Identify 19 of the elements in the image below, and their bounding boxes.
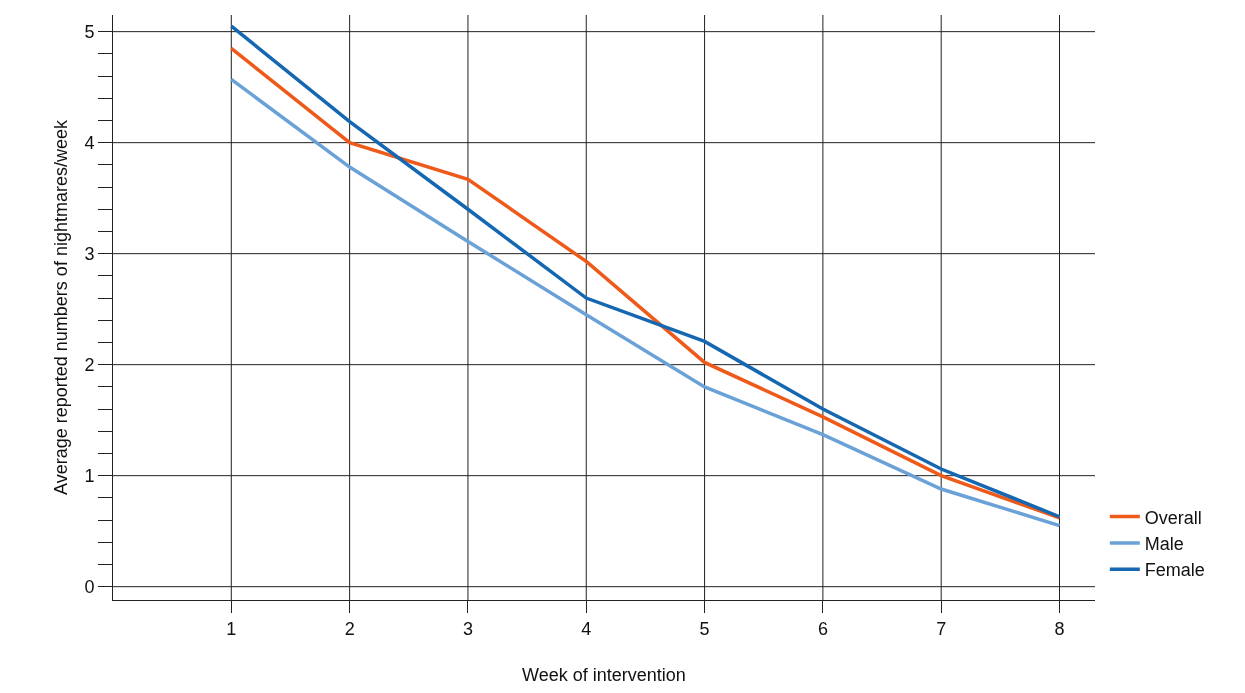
y-tick-label: 1	[84, 465, 95, 486]
y-tick-label: 2	[84, 354, 95, 375]
x-tick-label: 8	[1054, 618, 1065, 639]
x-tick-label: 6	[817, 618, 828, 639]
legend-label: Male	[1144, 533, 1184, 554]
legend-label: Female	[1144, 560, 1205, 581]
y-tick-label: 3	[84, 243, 95, 264]
y-tick-label: 0	[84, 576, 95, 597]
x-axis-title: Week of intervention	[522, 664, 686, 685]
y-tick-label: 4	[84, 132, 95, 153]
x-tick-label: 4	[581, 618, 592, 639]
x-tick-label: 3	[462, 618, 473, 639]
legend-label: Overall	[1144, 507, 1202, 528]
y-axis-title: Average reported numbers of nightmares/week	[50, 119, 71, 495]
x-tick-label: 2	[344, 618, 355, 639]
x-tick-label: 7	[936, 618, 947, 639]
x-tick-label: 5	[699, 618, 710, 639]
x-tick-label: 1	[226, 618, 237, 639]
y-tick-label: 5	[84, 21, 95, 42]
